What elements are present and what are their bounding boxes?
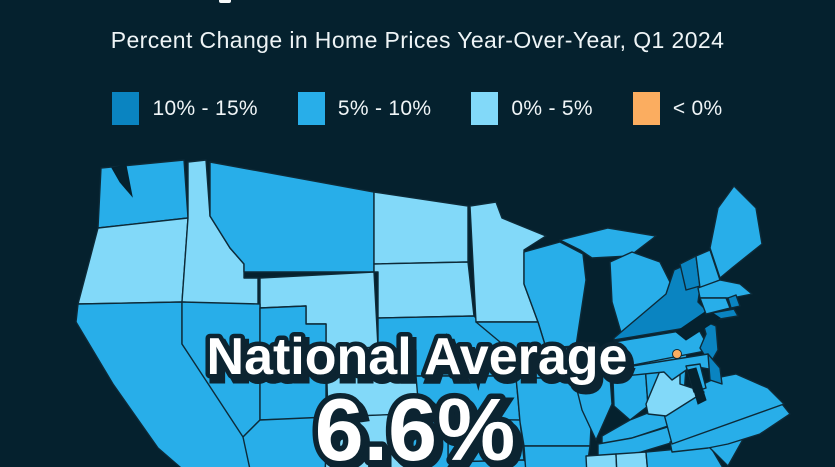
state-north-carolina [669,403,791,453]
state-alabama [615,451,649,467]
national-average-label: National Average [207,328,628,386]
cropped-title-fragment [219,0,231,3]
dc-marker-dot [672,349,682,359]
national-average-value-shadow: 6.6% [319,384,520,467]
chart-subtitle: Percent Change in Home Prices Year-Over-… [110,27,725,53]
legend-label-10-15: 10% - 15% [152,96,258,120]
national-average-value: 6.6% [315,380,516,467]
legend-swatch-0-5 [471,92,499,125]
state-delaware [707,353,723,385]
lake-erie-water [675,309,721,341]
state-arkansas [523,445,591,467]
legend-item-5-10: 5% - 10% [297,92,432,125]
state-washington [97,159,189,229]
state-maine [709,185,763,279]
puget-sound-water [111,164,133,198]
chesapeake-bay-water [687,367,707,405]
state-south-dakota [373,261,475,319]
state-north-dakota [373,191,469,265]
legend-item-negative: < 0% [632,92,723,125]
state-texas [407,427,531,467]
legend-label-negative: < 0% [672,96,723,120]
state-rhode-island [727,294,741,309]
state-new-mexico [324,413,411,467]
legend-swatch-negative [632,92,660,125]
state-mississippi [585,453,618,467]
legend-swatch-5-10 [297,92,325,125]
state-arizona [242,416,329,467]
national-average-label-shadow: National Average [211,333,632,391]
state-oregon [77,217,189,305]
legend: 10% - 15% 5% - 10% 0% - 5% < 0% [0,92,835,125]
state-wisconsin [523,241,587,349]
legend-label-5-10: 5% - 10% [337,96,432,120]
legend-swatch-10-15 [112,92,140,125]
legend-label-0-5: 0% - 5% [511,96,593,120]
state-connecticut [699,297,731,315]
legend-item-0-5: 0% - 5% [471,92,593,125]
legend-item-10-15: 10% - 15% [112,92,258,125]
state-illinois [567,347,613,441]
